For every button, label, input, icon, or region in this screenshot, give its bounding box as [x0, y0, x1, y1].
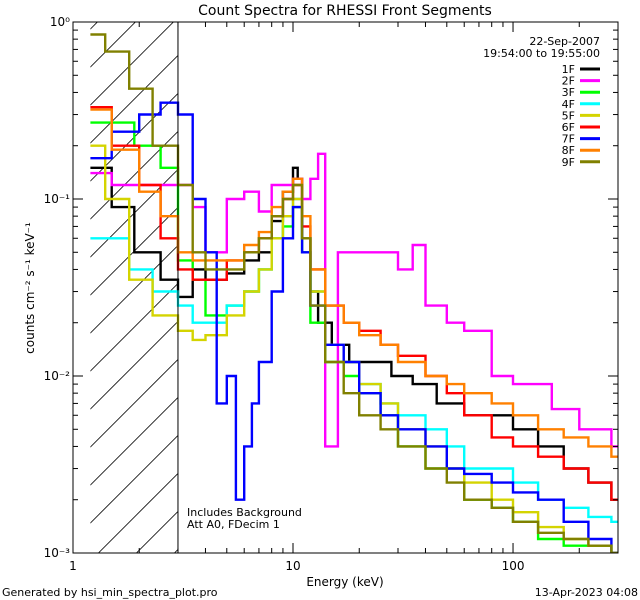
x-axis-label: Energy (keV)	[306, 575, 383, 589]
series-layer	[90, 33, 618, 553]
series-line-9F	[90, 33, 618, 553]
annotation-background: Includes Background	[187, 506, 302, 519]
hatch-line	[0, 22, 21, 553]
legend-label-5F: 5F	[562, 109, 575, 122]
hatch-line	[90, 396, 178, 486]
legend-label-6F: 6F	[562, 121, 575, 134]
legend-label-2F: 2F	[562, 75, 575, 88]
legend-date: 22-Sep-2007	[529, 35, 600, 48]
x-tick-label: 10	[285, 559, 300, 573]
legend-label-8F: 8F	[562, 144, 575, 157]
legend-label-3F: 3F	[562, 86, 575, 99]
hatch-line	[250, 22, 640, 553]
series-line-4F	[90, 197, 618, 523]
hatch-line	[90, 22, 98, 30]
hatch-line	[90, 206, 178, 296]
legend-label-7F: 7F	[562, 133, 575, 146]
y-tick-label: 10⁻²	[44, 369, 71, 383]
hatch-line	[364, 22, 640, 553]
legend-time-range: 19:54:00 to 19:55:00	[483, 47, 600, 60]
y-tick-label: 10⁰	[50, 15, 70, 29]
annotation-attenuator: Att A0, FDecim 1	[187, 518, 280, 531]
hatch-line	[90, 320, 178, 410]
hatch-line	[630, 22, 640, 553]
hatch-line	[592, 22, 640, 553]
x-tick-label: 1	[69, 559, 77, 573]
chart-title: Count Spectra for RHESSI Front Segments	[198, 3, 492, 19]
axis-ticks: 1 10 100 10⁰ 10⁻¹ 10⁻² 10⁻³	[44, 15, 619, 573]
legend-label-4F: 4F	[562, 98, 575, 111]
footer-timestamp: 13-Apr-2023 04:08	[535, 586, 638, 599]
hatch-line	[90, 434, 178, 524]
series-line-8F	[90, 108, 618, 458]
series-line-5F	[90, 144, 618, 553]
y-axis-label: counts cm⁻² s⁻¹ keV⁻¹	[23, 222, 37, 354]
hatch-line	[516, 22, 640, 553]
plot-frame	[72, 21, 619, 554]
legend-label-1F: 1F	[562, 63, 575, 76]
hatch-line	[478, 22, 640, 553]
hatch-line	[90, 22, 136, 68]
x-tick-label: 100	[502, 559, 525, 573]
hatch-line	[90, 54, 178, 144]
hatch-line	[90, 244, 178, 334]
y-tick-label: 10⁻³	[44, 546, 71, 560]
hatch-lines	[0, 22, 640, 553]
hatch-region	[0, 22, 640, 553]
legend: 22-Sep-2007 19:54:00 to 19:55:00 1F2F3F4…	[483, 35, 600, 169]
series-line-2F	[90, 152, 618, 448]
legend-label-9F: 9F	[562, 156, 575, 169]
footer-generated-by: Generated by hsi_min_spectra_plot.pro	[2, 586, 218, 599]
y-tick-label: 10⁻¹	[44, 192, 71, 206]
hatch-line	[402, 22, 640, 553]
hatch-line	[90, 282, 178, 372]
hatch-line	[90, 92, 178, 182]
